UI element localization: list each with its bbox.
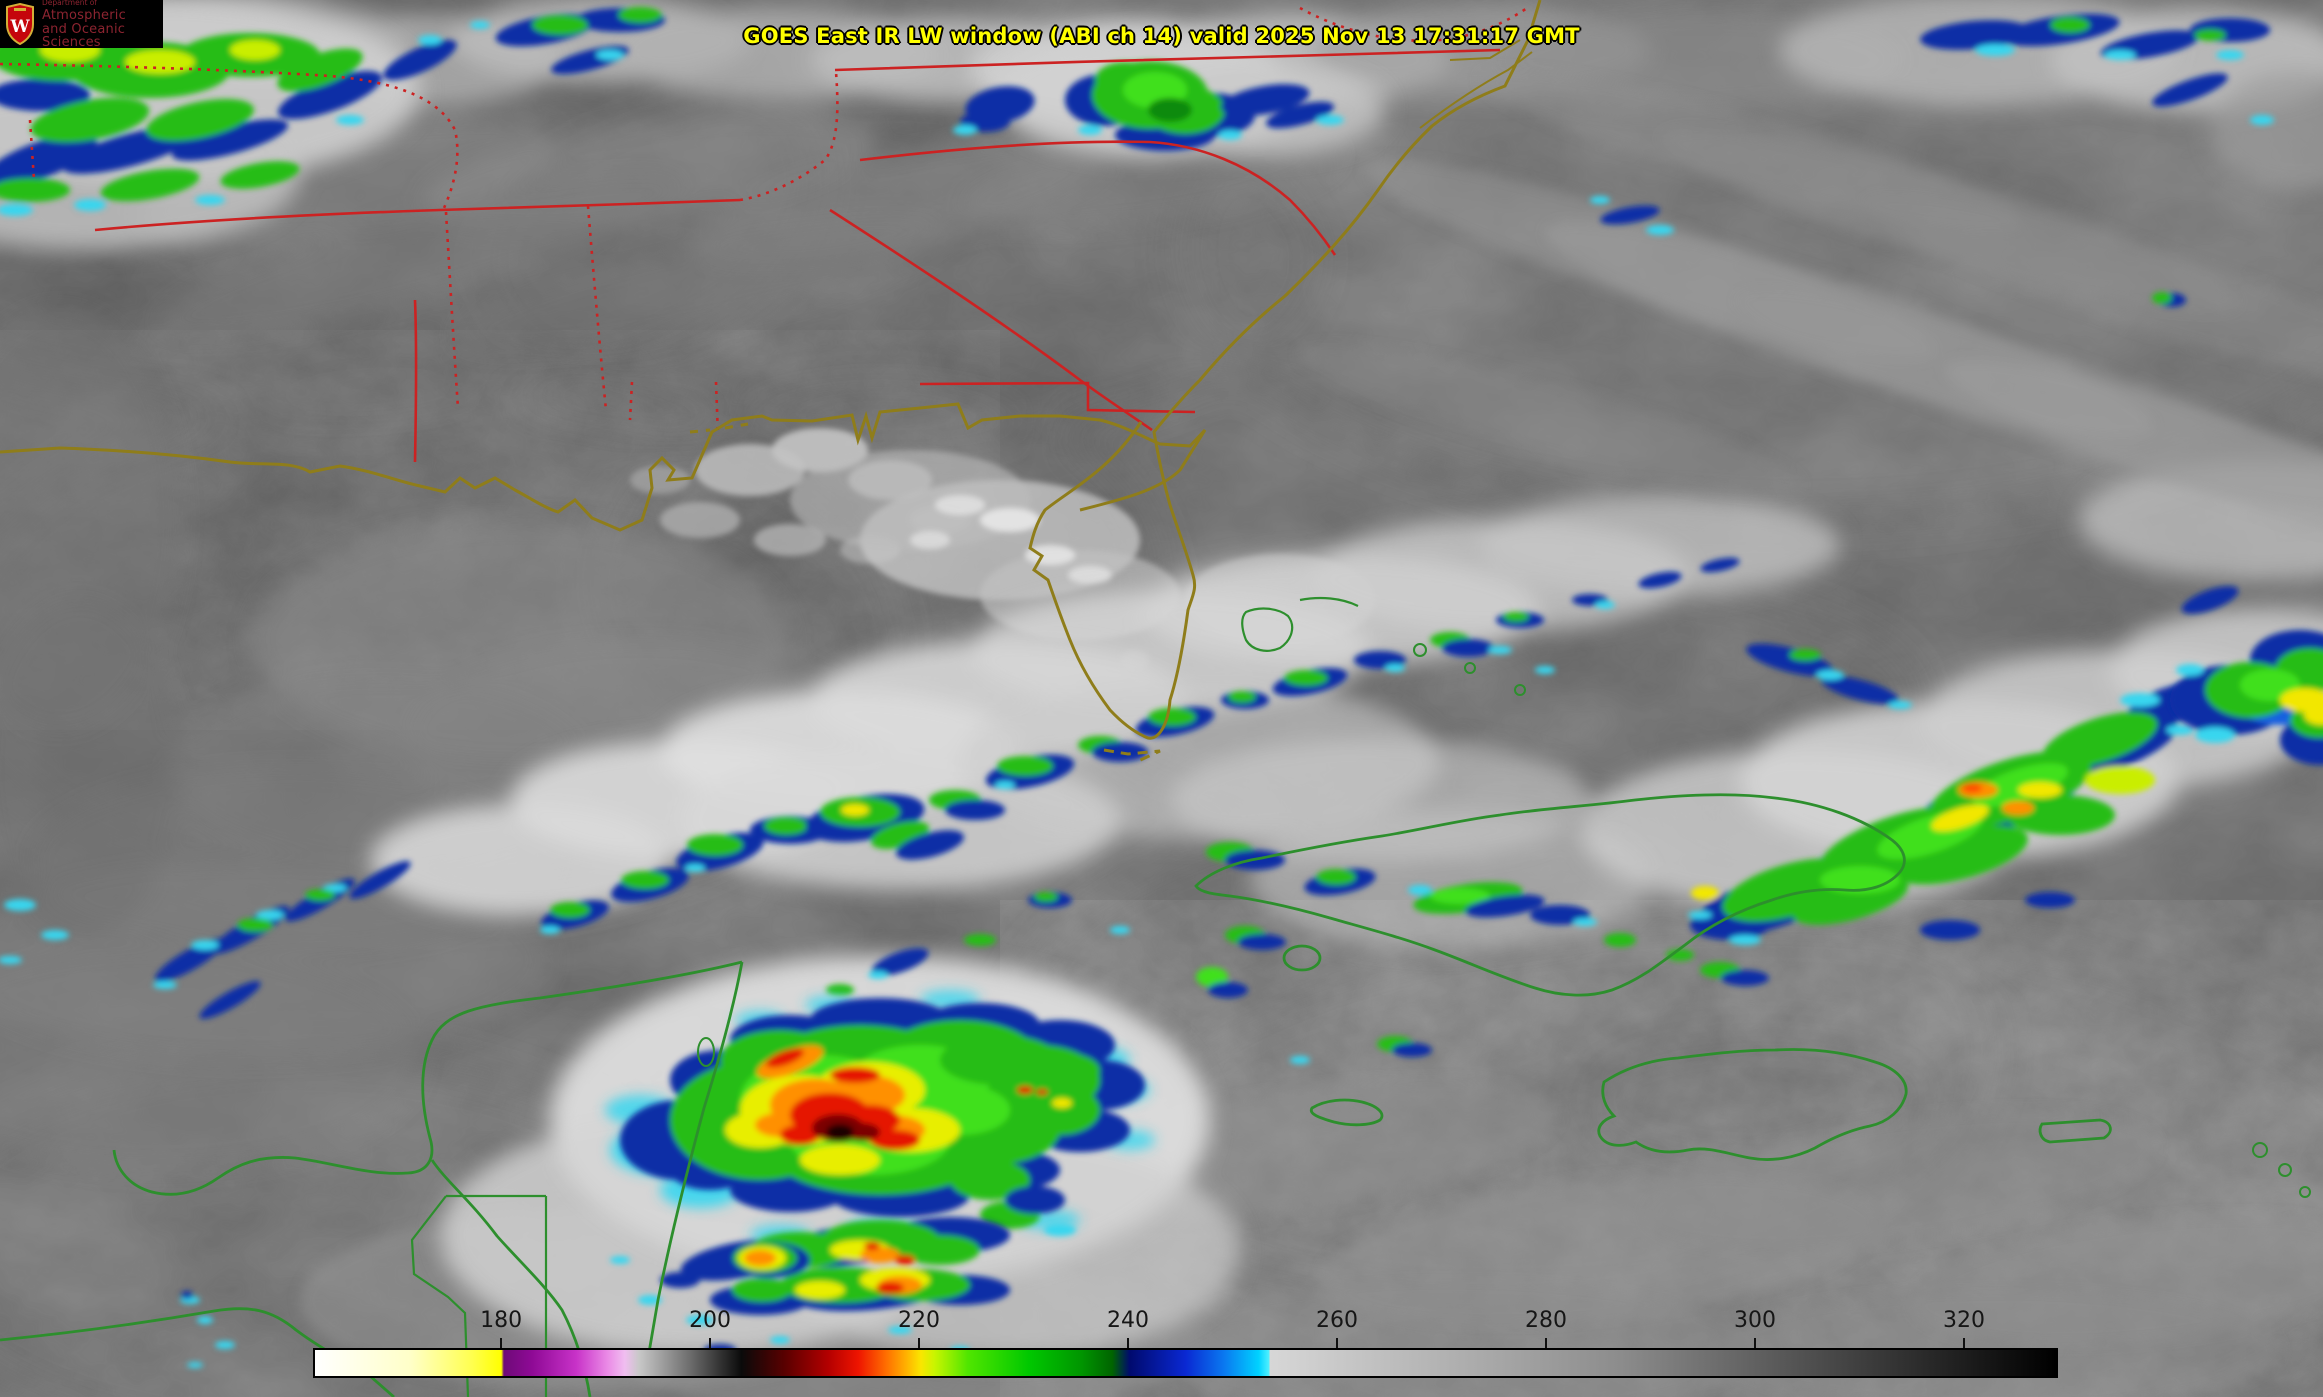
colorbar-tick bbox=[918, 1338, 921, 1348]
svg-text:W: W bbox=[9, 17, 30, 37]
colorbar-tick bbox=[709, 1338, 712, 1348]
logo-line-1: Atmospheric bbox=[42, 7, 126, 23]
enhanced-cells-cuba bbox=[826, 842, 1769, 1064]
state-borders bbox=[0, 4, 1531, 463]
enhanced-cells-gulf bbox=[0, 861, 411, 1019]
colorbar-tick-label: 260 bbox=[1316, 1308, 1358, 1333]
enhanced-cells-ne-of-band bbox=[1746, 643, 1912, 709]
main-storm bbox=[620, 998, 1145, 1236]
temperature-colorbar: 180 200 220 240 260 280 300 320 bbox=[313, 1306, 2058, 1386]
colorbar-tick-label: 180 bbox=[480, 1308, 523, 1333]
colorbar-tick bbox=[1962, 1338, 1965, 1348]
colorbar-tick bbox=[1127, 1338, 1130, 1348]
enhanced-cells-northwest bbox=[0, 7, 665, 216]
enhanced-cells-top-center bbox=[953, 61, 1344, 151]
logo-dept-line: Department of bbox=[42, 0, 97, 8]
colorbar-tick bbox=[1336, 1338, 1338, 1348]
colorbar-tick bbox=[500, 1338, 503, 1348]
colorbar-tick bbox=[1544, 1338, 1547, 1348]
enhanced-cells-top-right bbox=[1590, 13, 2274, 307]
coastline-us bbox=[0, 0, 1542, 764]
colorbar-tick-label: 320 bbox=[1942, 1308, 1985, 1333]
colorbar-gradient bbox=[313, 1348, 2058, 1378]
colorbar-tick-label: 200 bbox=[689, 1308, 732, 1333]
enhanced-cells-band bbox=[540, 557, 1740, 934]
image-title: GOES East IR LW window (ABI ch 14) valid… bbox=[743, 24, 1580, 48]
uw-crest-icon: W bbox=[6, 3, 34, 45]
aos-logo: W Department of Atmospheric and Oceanic … bbox=[0, 0, 163, 50]
colorbar-tick-label: 240 bbox=[1107, 1308, 1150, 1333]
colorbar-tick bbox=[1753, 1338, 1756, 1348]
colorbar-tick-label: 220 bbox=[898, 1308, 941, 1333]
colorbar-tick-label: 300 bbox=[1733, 1308, 1776, 1333]
logo-line-2: and Oceanic Sciences bbox=[42, 21, 126, 50]
enhanced-band-right bbox=[1688, 682, 2214, 945]
enhanced-blob-far-right bbox=[2170, 586, 2323, 765]
colorbar-tick-label: 280 bbox=[1524, 1308, 1567, 1333]
secondary-convection bbox=[180, 1217, 1010, 1372]
